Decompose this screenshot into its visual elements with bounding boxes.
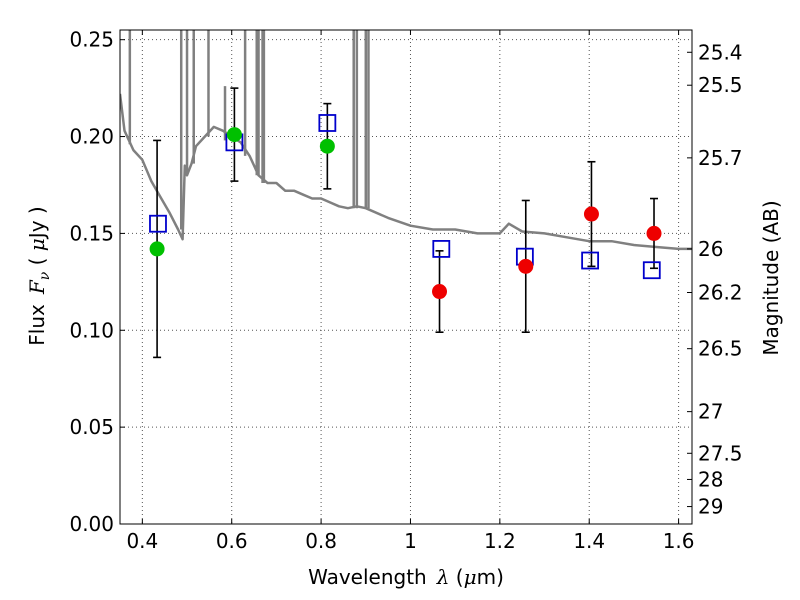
x-axis-label: Wavelength λ (μm) — [308, 565, 504, 589]
y-tick-label: 0.10 — [69, 318, 114, 342]
y2-tick-label: 26.5 — [698, 337, 743, 361]
y2-tick-label: 27.5 — [698, 441, 743, 465]
x-axis-label-unit-rest: m) — [477, 565, 504, 589]
x-axis-label-unit-open: ( — [449, 565, 463, 589]
y-axis-label-unit-open: ( — [25, 251, 49, 272]
y-axis-label-unit-rest: Jy ) — [25, 206, 49, 240]
x-tick-label: 0.8 — [305, 529, 337, 553]
model-photometry-square — [149, 214, 167, 233]
x-tick-label: 0.4 — [126, 529, 158, 553]
y2-tick-label: 27 — [698, 400, 723, 424]
y-tick-label: 0.00 — [69, 512, 114, 536]
x-tick-label: 1.4 — [573, 529, 605, 553]
y2-tick-label: 25.5 — [698, 73, 743, 97]
y-axis-label-subscript: ν — [37, 271, 53, 280]
y-tick-label: 0.20 — [69, 125, 114, 149]
y2-tick-label: 28 — [698, 467, 723, 491]
x-axis-label-symbol: λ — [436, 565, 450, 589]
plot-frame — [119, 29, 693, 525]
observed-nir-point — [583, 206, 599, 222]
y-tick-label: 0.25 — [69, 28, 114, 52]
x-tick-label: 1 — [404, 529, 417, 553]
x-axis-label-unit-mu: μ — [464, 565, 477, 589]
y-axis-label-text: Flux — [25, 304, 49, 346]
y-axis-label-symbol: F — [25, 279, 49, 295]
model-photometry-square — [432, 240, 451, 258]
x-tick-label: 1.6 — [663, 529, 695, 553]
model-photometry-square — [581, 251, 600, 270]
axis-ticks — [120, 30, 692, 525]
x-tick-label: 1.2 — [484, 529, 516, 553]
y2-tick-label: 29 — [698, 495, 723, 519]
y2-tick-label: 25.4 — [698, 40, 743, 64]
model-photometry — [149, 114, 661, 280]
observed-nir-point — [518, 258, 534, 274]
y2-tick-label: 26 — [698, 237, 723, 261]
y-axis-label: Flux Fν ( μJy ) — [25, 206, 53, 345]
y2-tick-label: 26.2 — [698, 280, 743, 304]
y2-tick-label: 25.7 — [698, 146, 743, 170]
x-tick-label: 0.6 — [216, 529, 248, 553]
y-axis-label-unit-mu: μ — [25, 238, 49, 251]
tick-labels: 0.4 0.6 0.8 1 1.2 1.4 1.6 0.00 0.05 0.10 0.15 0.20 0… — [69, 28, 742, 553]
x-axis-label-text: Wavelength — [308, 565, 427, 589]
model-photometry-square — [642, 261, 661, 280]
observed-optical-point — [319, 138, 335, 154]
observed-nir-point — [432, 284, 448, 300]
observed-optical-point — [149, 241, 165, 257]
y-tick-label: 0.15 — [69, 221, 114, 245]
y-tick-label: 0.05 — [69, 415, 114, 439]
observed-points — [149, 127, 662, 300]
model-photometry-square — [318, 114, 337, 132]
secondary-y-axis-label: Magnitude (AB) — [759, 200, 783, 355]
grid — [120, 30, 692, 524]
observed-nir-point — [646, 225, 662, 241]
observed-optical-point — [226, 127, 242, 143]
